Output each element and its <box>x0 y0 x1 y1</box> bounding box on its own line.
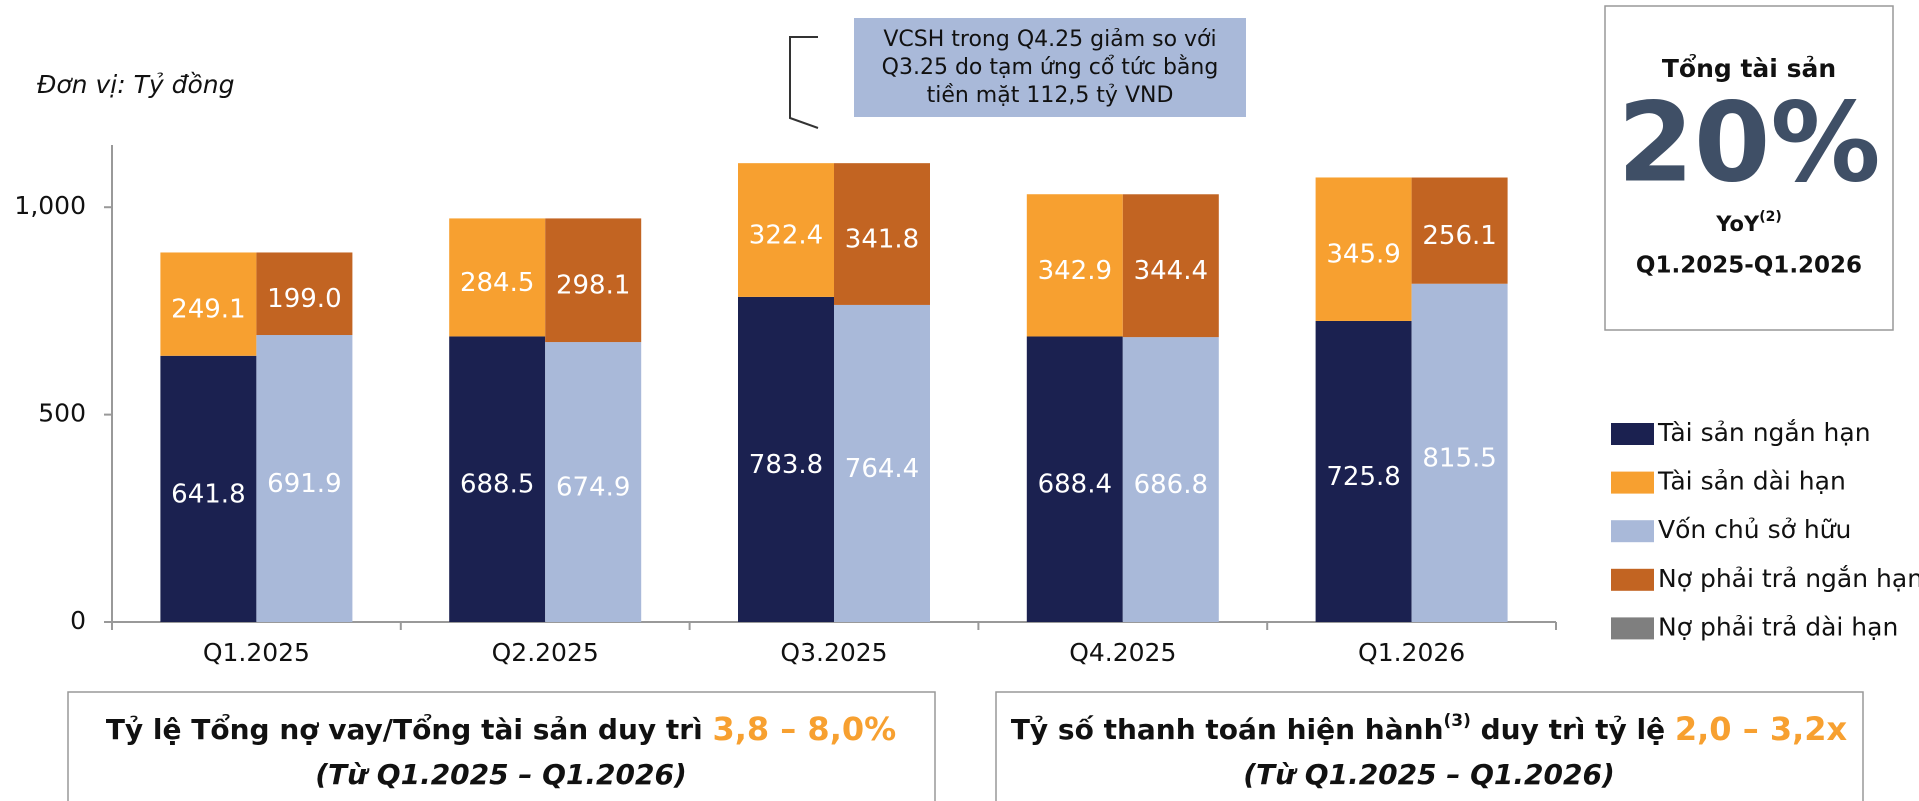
annotation-box <box>854 18 1246 117</box>
legend-label: Nợ phải trả dài hạn <box>1658 612 1898 641</box>
legend-swatch <box>1611 471 1654 494</box>
legend-label: Nợ phải trả ngắn hạn <box>1658 564 1919 593</box>
data-label: 688.4 <box>1038 470 1112 500</box>
data-label: 688.5 <box>460 470 534 500</box>
y-tick-label: 1,000 <box>14 191 86 220</box>
annotation-line: VCSH trong Q4.25 giảm so với <box>883 27 1216 52</box>
data-label: 725.8 <box>1326 462 1400 492</box>
legend-label: Tài sản ngắn hạn <box>1657 418 1871 447</box>
bar-segment <box>834 163 930 305</box>
annotation-line: Q3.25 do tạm ứng cổ tức bằng <box>882 55 1219 80</box>
data-label: 691.9 <box>267 469 341 499</box>
bar-segment <box>545 342 642 622</box>
footer-main: Tỷ lệ Tổng nợ vay/Tổng tài sản duy trì <box>106 712 713 746</box>
bar-segment <box>160 252 257 356</box>
legend-swatch <box>1611 520 1654 543</box>
x-tick-label: Q4.2025 <box>1069 638 1176 667</box>
x-tick-label: Q1.2025 <box>203 638 310 667</box>
bar-segment <box>449 336 546 622</box>
kpi-box <box>1604 5 1894 331</box>
data-label: 686.8 <box>1134 470 1208 500</box>
bar-segment <box>738 296 834 622</box>
kpi-period: Q1.2025-Q1.2026 <box>1636 253 1862 279</box>
footer-sub: (Từ Q1.2025 – Q1.2026) <box>1243 758 1615 791</box>
annotation-bracket <box>789 36 819 129</box>
bar-segment <box>256 335 353 622</box>
data-label: 674.9 <box>556 473 630 503</box>
data-label: 783.8 <box>749 450 823 480</box>
bar-segment <box>1411 283 1508 622</box>
bar-segment <box>834 304 930 622</box>
data-label: 344.4 <box>1134 256 1208 286</box>
data-label: 764.4 <box>845 454 919 484</box>
data-label: 641.8 <box>171 479 245 509</box>
bar-segment <box>1122 337 1219 622</box>
annotation-line: tiền mặt 112,5 tỷ VND <box>927 83 1174 108</box>
data-label: 341.8 <box>845 225 919 255</box>
x-tick-label: Q3.2025 <box>780 638 887 667</box>
legend-label: Tài sản dài hạn <box>1657 467 1846 496</box>
y-tick-label: 500 <box>38 399 86 428</box>
data-label: 322.4 <box>749 221 823 251</box>
data-label: 256.1 <box>1422 221 1496 251</box>
footer-highlight: 3,8 – 8,0% <box>712 710 896 748</box>
kpi-title: Tổng tài sản <box>1662 53 1836 83</box>
bar-segment <box>160 355 257 622</box>
bar-segment <box>545 218 642 343</box>
bar-segment <box>1122 194 1219 338</box>
footer-main: duy trì tỷ lệ <box>1471 713 1675 746</box>
kpi-label: YoY(2) <box>1715 209 1781 236</box>
footer-box <box>995 691 1864 801</box>
bar-segment <box>1026 194 1123 337</box>
footer-main: Tỷ số thanh toán hiện hành <box>1011 713 1444 746</box>
footer-text: Tỷ lệ Tổng nợ vay/Tổng tài sản duy trì 3… <box>106 710 896 748</box>
data-label: 815.5 <box>1422 443 1496 473</box>
data-label: 345.9 <box>1326 240 1400 270</box>
bar-segment <box>1315 320 1412 622</box>
bar-segment <box>256 252 353 336</box>
x-tick-label: Q2.2025 <box>492 638 599 667</box>
footer-sub: (Từ Q1.2025 – Q1.2026) <box>315 758 687 791</box>
kpi-value: 20% <box>1617 78 1880 206</box>
footer-text: Tỷ số thanh toán hiện hành(3) duy trì tỷ… <box>1011 710 1848 748</box>
bar-segment <box>1026 336 1123 622</box>
kpi-label-text: YoY <box>1715 212 1760 236</box>
legend-swatch <box>1611 617 1654 640</box>
unit-note: Đơn vị: Tỷ đồng <box>37 70 234 99</box>
bar-segment <box>1411 177 1508 284</box>
y-tick-label: 0 <box>70 606 86 635</box>
kpi-sup: (2) <box>1759 209 1782 225</box>
data-label: 342.9 <box>1038 256 1112 286</box>
data-label: 298.1 <box>556 271 630 301</box>
data-label: 199.0 <box>267 284 341 314</box>
x-tick-label: Q1.2026 <box>1358 638 1465 667</box>
data-label: 284.5 <box>460 268 534 298</box>
bar-segment <box>449 218 546 337</box>
footer-sup: (3) <box>1444 711 1471 731</box>
legend-swatch <box>1611 423 1654 445</box>
data-label: 249.1 <box>171 295 245 325</box>
legend-label: Vốn chủ sở hữu <box>1658 515 1851 544</box>
bar-segment <box>1315 177 1412 321</box>
footer-box <box>67 691 936 801</box>
legend-swatch <box>1611 568 1654 591</box>
bar-segment <box>738 163 834 297</box>
footer-highlight: 2,0 – 3,2x <box>1675 710 1848 748</box>
